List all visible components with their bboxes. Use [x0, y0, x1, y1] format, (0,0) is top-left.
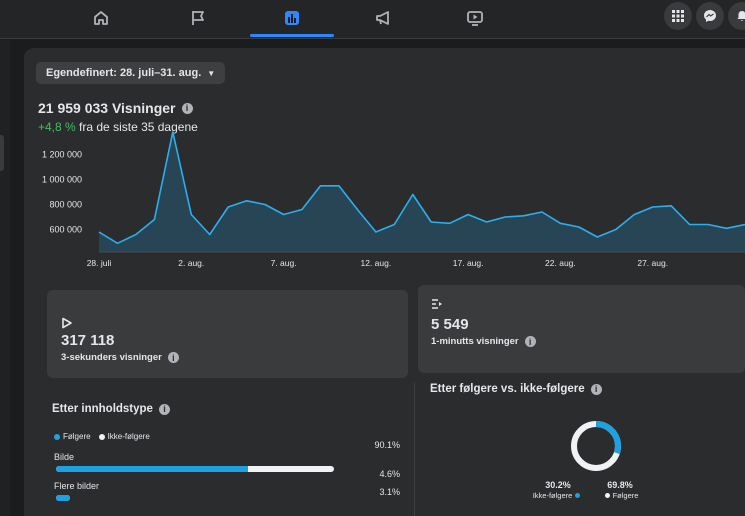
x-tick-label: 27. aug.	[637, 258, 668, 268]
date-range-dropdown[interactable]: Egendefinert: 28. juli–31. aug. ▼	[36, 62, 226, 84]
followers-legend: Følgere	[590, 491, 650, 500]
info-icon[interactable]: i	[524, 336, 536, 347]
y-tick-label: 600 000	[49, 225, 82, 235]
x-tick-label: 22. aug.	[545, 258, 576, 268]
metric-3s-label: 3-sekunders visninger i	[61, 352, 179, 363]
metric-card-3s-views	[47, 290, 408, 378]
non-followers-label: Ikke-følgere	[532, 491, 573, 500]
content-type-legend: Følgere Ikke-følgere	[54, 432, 150, 441]
metric-1min-value: 5 549	[431, 316, 469, 333]
y-tick-label: 800 000	[49, 200, 82, 210]
followers-swatch	[604, 493, 610, 498]
followers-title-text: Etter følgere vs. ikke-følgere	[430, 383, 585, 395]
info-icon[interactable]: i	[590, 383, 602, 395]
x-tick-label: 12. aug.	[360, 258, 391, 268]
content-type-bar	[56, 495, 70, 501]
apps-grid-icon[interactable]	[664, 2, 692, 30]
views-change-suffix: fra de siste 35 dagene	[79, 120, 198, 134]
content-type-bar	[56, 466, 334, 472]
notifications-icon[interactable]	[728, 2, 745, 30]
content-type-bar-followers	[56, 495, 70, 501]
followers-pct: 69.8%	[607, 480, 633, 490]
messenger-icon[interactable]	[696, 2, 724, 30]
non-followers-legend: Ikke-følgere	[528, 491, 588, 500]
content-type-row-label: Flere bilder	[54, 481, 100, 491]
x-tick-label: 28. juli	[87, 258, 112, 268]
content-type-title: Etter innholdstype i	[52, 403, 170, 415]
non-followers-pct: 30.2%	[545, 480, 571, 490]
metric-3s-label-text: 3-sekunders visninger	[61, 352, 162, 363]
flag-icon[interactable]	[185, 6, 211, 30]
legend-followers-swatch	[54, 433, 60, 440]
video-icon[interactable]	[462, 6, 488, 30]
y-tick-label: 1 000 000	[42, 175, 82, 185]
views-area-fill	[99, 132, 745, 252]
content-type-row-pct: 90.1%	[374, 440, 400, 450]
home-icon[interactable]	[88, 6, 114, 30]
metric-3s-value: 317 118	[61, 332, 115, 349]
legend-non-followers-label: Ikke-følgere	[107, 432, 150, 441]
content-type-row-pct: 3.1%	[379, 487, 400, 497]
x-tick-label: 7. aug.	[271, 258, 297, 268]
views-line	[98, 131, 745, 245]
views-change: +4,8 % fra de siste 35 dagene	[38, 120, 198, 134]
metric-card-1min-views	[418, 285, 745, 373]
donut-non-followers-arc	[571, 421, 621, 471]
metric-1min-label-text: 1-minutts visninger	[431, 336, 519, 347]
info-icon[interactable]: i	[158, 403, 170, 415]
metric-1min-label: 1-minutts visninger i	[431, 336, 536, 347]
left-sidebar-edge	[0, 40, 10, 516]
insights-panel	[24, 48, 745, 516]
x-tick-label: 17. aug.	[453, 258, 484, 268]
info-icon[interactable]: i	[167, 352, 179, 363]
content-type-row-pct: 4.6%	[379, 469, 400, 479]
top-navigation-bar	[0, 0, 745, 39]
section-divider	[414, 383, 415, 516]
legend-followers-label: Følgere	[63, 432, 91, 441]
non-followers-swatch	[575, 493, 581, 498]
views-total-label: 21 959 033 Visninger	[38, 100, 176, 116]
date-range-label: Egendefinert: 28. juli–31. aug.	[46, 67, 202, 79]
followers-donut-chart	[571, 421, 621, 471]
list-play-icon	[431, 297, 443, 315]
insights-icon[interactable]	[279, 6, 305, 30]
info-icon[interactable]: i	[181, 102, 193, 114]
play-icon	[61, 316, 73, 334]
content-type-row-label: Bilde	[54, 452, 75, 462]
legend-non-followers-swatch	[98, 433, 105, 440]
followers-label: Følgere	[612, 491, 639, 500]
content-type-title-text: Etter innholdstype	[52, 403, 153, 415]
followers-title: Etter følgere vs. ikke-følgere i	[430, 383, 602, 395]
views-change-value: +4,8 %	[38, 120, 76, 134]
x-tick-label: 2. aug.	[178, 258, 204, 268]
chevron-down-icon: ▼	[207, 68, 216, 78]
views-total: 21 959 033 Visninger i	[38, 100, 193, 116]
megaphone-icon[interactable]	[370, 6, 396, 30]
active-tab-indicator	[250, 34, 334, 37]
y-tick-label: 1 200 000	[42, 150, 82, 160]
content-type-bar-followers	[56, 466, 248, 472]
